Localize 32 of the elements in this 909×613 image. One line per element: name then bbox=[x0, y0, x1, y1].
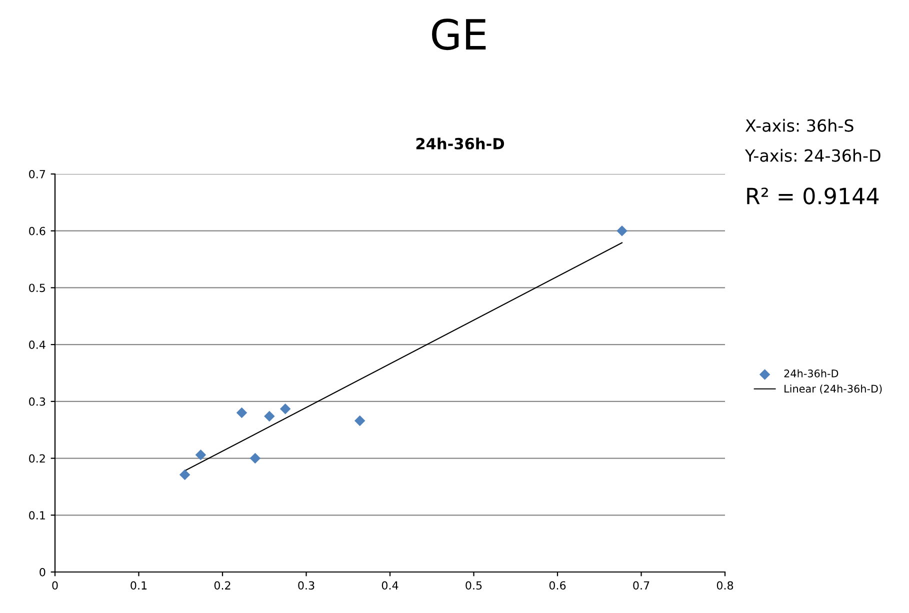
point bbox=[280, 403, 291, 414]
chart-title: GE bbox=[432, 18, 486, 50]
text: Y-axis: 24-36h-D bbox=[744, 148, 880, 162]
text: X-axis: 36h-S bbox=[745, 118, 854, 132]
y-tick-label: 0.7 bbox=[29, 170, 46, 178]
y-tick-label: 0.1 bbox=[29, 511, 45, 520]
x-tick-label: 0.2 bbox=[214, 581, 230, 590]
x-tick-label: 0.7 bbox=[633, 581, 650, 590]
y-tick-label: 0.2 bbox=[29, 454, 45, 463]
x-tick-label: 0.1 bbox=[130, 581, 147, 590]
point bbox=[179, 469, 190, 480]
legend-label: Linear (24h-36h-D) bbox=[784, 384, 882, 394]
y-tick-label: 0 bbox=[40, 568, 46, 576]
point bbox=[264, 410, 275, 422]
y-tick-label: 0.6 bbox=[29, 226, 46, 236]
point bbox=[616, 225, 628, 236]
x-tick-label: 0.3 bbox=[298, 581, 314, 590]
x-tick-label: 0.5 bbox=[466, 581, 482, 590]
x-tick-label: 0.8 bbox=[716, 581, 734, 590]
x-tick-label: 0.4 bbox=[382, 581, 398, 590]
y-tick-label: 0.4 bbox=[29, 340, 46, 349]
point bbox=[354, 415, 366, 426]
legend-label: 24h-36h-D bbox=[784, 369, 838, 378]
x-tick-label: 0 bbox=[52, 581, 58, 590]
text: R² = 0.9144 bbox=[747, 188, 879, 204]
point bbox=[236, 407, 248, 418]
point bbox=[195, 449, 206, 460]
chart-subtitle: 24h-36h-D bbox=[416, 138, 504, 150]
y-tick-label: 0.3 bbox=[29, 397, 46, 406]
x-tick-label: 0.6 bbox=[549, 581, 566, 590]
point bbox=[250, 452, 261, 464]
y-tick-label: 0.5 bbox=[29, 284, 45, 292]
